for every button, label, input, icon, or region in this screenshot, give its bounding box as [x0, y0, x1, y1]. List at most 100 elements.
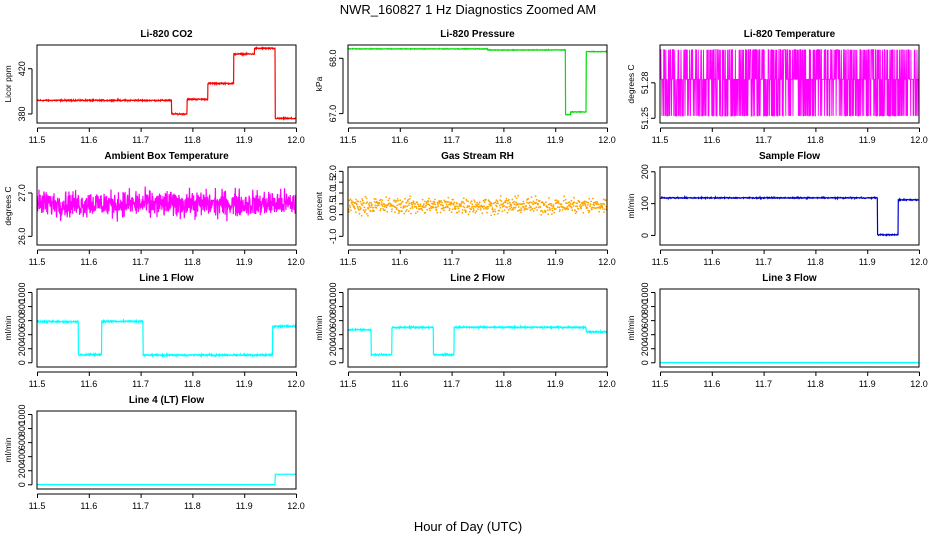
data-point-gas-stream-rh-146: [401, 210, 403, 213]
y-tick-label-gas-stream-rh-0: -1.0: [328, 229, 338, 245]
data-point-gas-stream-rh-668: [594, 207, 597, 210]
data-point-gas-stream-rh-435: [508, 198, 510, 201]
x-tick-label-line-1-flow-2: 11.7: [132, 379, 149, 389]
data-point-gas-stream-rh-425: [504, 200, 507, 202]
data-point-gas-stream-rh-168: [409, 195, 412, 198]
data-point-gas-stream-rh-468: [520, 207, 523, 210]
x-tick-label-line-4-lt-flow-1: 11.6: [80, 501, 97, 511]
data-point-gas-stream-rh-501: [532, 200, 535, 203]
data-point-gas-stream-rh-163: [407, 198, 410, 201]
data-point-gas-stream-rh-630: [580, 207, 582, 210]
data-point-gas-stream-rh-641: [584, 203, 587, 205]
x-tick-label-line-3-flow-4: 11.9: [859, 379, 876, 389]
x-tick-label-li-820-pressure-4: 11.9: [547, 135, 564, 145]
data-point-gas-stream-rh-573: [559, 208, 561, 211]
x-tick-label-gas-stream-rh-3: 11.8: [495, 257, 512, 267]
data-point-gas-stream-rh-692: [603, 211, 605, 213]
data-point-gas-stream-rh-134: [396, 198, 399, 200]
x-tick-label-sample-flow-4: 11.9: [859, 257, 876, 267]
data-point-gas-stream-rh-606: [571, 209, 574, 212]
y-tick-label-sample-flow-1: 100: [640, 196, 650, 211]
data-point-gas-stream-rh-420: [502, 202, 505, 205]
data-point-gas-stream-rh-510: [535, 198, 538, 201]
data-point-gas-stream-rh-112: [388, 197, 391, 200]
data-point-gas-stream-rh-263: [444, 201, 447, 204]
y-tick-label-gas-stream-rh-2: 0.5: [328, 198, 338, 211]
panel-title-li-820-co2: Li-820 CO2: [140, 29, 193, 40]
data-point-gas-stream-rh-195: [419, 205, 421, 208]
data-point-gas-stream-rh-279: [450, 201, 453, 204]
data-point-gas-stream-rh-619: [576, 202, 578, 205]
y-axis-label-line-1-flow: ml/min: [3, 315, 13, 340]
data-point-gas-stream-rh-148: [401, 200, 404, 203]
x-axis-li-820-pressure: 11.5 11.6 11.7 11.8 11.9 12.0: [340, 127, 616, 145]
data-point-gas-stream-rh-614: [574, 209, 577, 212]
y-tick-label-ambient-box-temperature-1: 27.0: [17, 184, 27, 202]
panel-title-sample-flow: Sample Flow: [759, 151, 820, 162]
data-point-gas-stream-rh-54: [367, 214, 369, 217]
data-point-gas-stream-rh-10: [350, 200, 353, 202]
data-point-gas-stream-rh-620: [576, 205, 579, 208]
data-point-gas-stream-rh-691: [602, 198, 605, 201]
data-point-gas-stream-rh-406: [497, 202, 500, 205]
x-tick-label-sample-flow-1: 11.6: [703, 257, 720, 267]
data-point-gas-stream-rh-241: [436, 211, 439, 214]
x-tick-label-ambient-box-temperature-3: 11.8: [184, 257, 201, 267]
data-point-gas-stream-rh-604: [570, 199, 573, 202]
data-point-gas-stream-rh-404: [496, 200, 499, 203]
y-tick-label-gas-stream-rh-1: 0.0: [328, 208, 338, 221]
x-tick-label-line-4-lt-flow-5: 12.0: [287, 501, 305, 511]
data-point-gas-stream-rh-220: [428, 207, 431, 210]
data-point-gas-stream-rh-465: [519, 209, 521, 211]
y-tick-label-line-3-flow-4: 800: [640, 299, 650, 314]
panel-sample-flow: Sample Flow 11.5 11.6 11.7 11.8 11.9 12.0 0 100 2…: [626, 151, 928, 267]
data-point-gas-stream-rh-491: [528, 204, 531, 207]
y-tick-label-line-4-lt-flow-5: 1000: [17, 404, 27, 424]
panel-grid: Li-820 CO2 11.5 11.6 11.7 11.8 11.9 12.0 380 420…: [3, 29, 928, 511]
data-point-gas-stream-rh-368: [483, 205, 486, 208]
data-point-gas-stream-rh-160: [406, 205, 409, 208]
data-point-gas-stream-rh-109: [387, 199, 390, 202]
data-point-gas-stream-rh-688: [601, 206, 604, 209]
x-tick-label-li-820-temperature-4: 11.9: [859, 135, 876, 145]
data-point-gas-stream-rh-599: [568, 201, 571, 204]
data-point-gas-stream-rh-7: [349, 198, 352, 201]
data-point-gas-stream-rh-309: [461, 212, 464, 214]
data-point-gas-stream-rh-59: [368, 201, 371, 204]
x-axis-line-1-flow: 11.5 11.6 11.7 11.8 11.9 12.0: [29, 371, 305, 389]
y-axis-label-li-820-pressure: kPa: [314, 76, 324, 91]
data-points-gas-stream-rh: [348, 194, 607, 217]
data-point-gas-stream-rh-452: [514, 195, 517, 198]
data-point-gas-stream-rh-453: [514, 206, 517, 209]
data-point-gas-stream-rh-183: [414, 212, 417, 215]
data-point-gas-stream-rh-487: [527, 197, 530, 200]
x-tick-label-sample-flow-3: 11.8: [807, 257, 824, 267]
data-point-gas-stream-rh-338: [472, 210, 474, 213]
x-tick-label-ambient-box-temperature-5: 12.0: [287, 257, 305, 267]
panel-title-line-1-flow: Line 1 Flow: [139, 273, 194, 284]
data-point-gas-stream-rh-20: [354, 201, 357, 204]
data-point-gas-stream-rh-334: [470, 200, 473, 203]
data-point-gas-stream-rh-268: [446, 201, 449, 204]
x-axis-line-3-flow: 11.5 11.6 11.7 11.8 11.9 12.0: [652, 371, 928, 389]
data-point-gas-stream-rh-184: [415, 205, 417, 208]
data-point-gas-stream-rh-141: [399, 199, 402, 202]
data-point-gas-stream-rh-182: [414, 203, 417, 206]
data-point-gas-stream-rh-618: [575, 210, 578, 213]
data-point-gas-stream-rh-32: [358, 205, 361, 208]
data-point-gas-stream-rh-593: [566, 205, 569, 208]
data-line-line-2-flow: [348, 324, 607, 358]
data-point-gas-stream-rh-505: [534, 207, 536, 210]
data-point-gas-stream-rh-348: [475, 205, 478, 207]
y-axis-sample-flow: 0 100 200: [640, 164, 656, 238]
data-point-gas-stream-rh-240: [435, 206, 438, 209]
data-point-gas-stream-rh-199: [420, 207, 423, 210]
data-point-gas-stream-rh-244: [437, 205, 440, 208]
data-point-gas-stream-rh-108: [387, 204, 389, 206]
data-point-gas-stream-rh-210: [424, 206, 427, 208]
data-point-gas-stream-rh-553: [551, 209, 554, 212]
data-point-gas-stream-rh-56: [367, 203, 370, 205]
x-tick-label-ambient-box-temperature-1: 11.6: [80, 257, 97, 267]
data-point-gas-stream-rh-350: [476, 203, 479, 206]
